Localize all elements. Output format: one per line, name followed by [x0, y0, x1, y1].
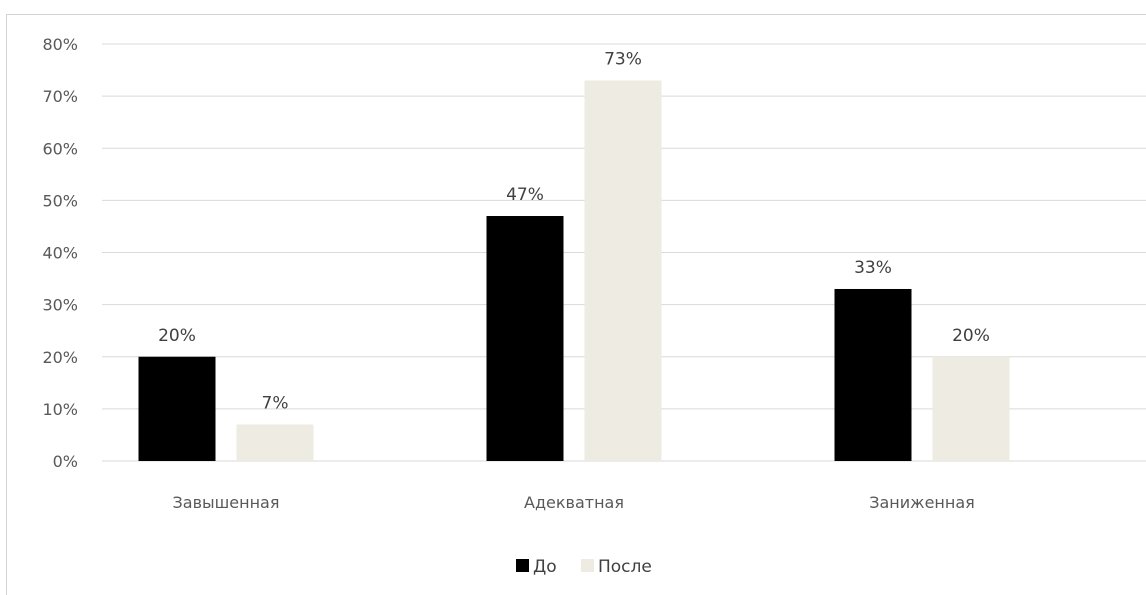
legend-swatch — [516, 559, 529, 572]
data-labels: 20% 7% 47% 73% 33% 20% — [158, 49, 990, 413]
y-tick-label: 20% — [42, 348, 78, 367]
data-label: 33% — [854, 258, 892, 278]
legend-swatch — [581, 559, 594, 572]
chart-frame — [6, 14, 1146, 595]
y-tick-label: 0% — [53, 452, 78, 471]
legend-item-after: После — [581, 557, 652, 577]
data-label: 47% — [506, 185, 544, 205]
legend-label: До — [533, 557, 557, 577]
legend: До После — [516, 557, 652, 577]
bar-after-0 — [236, 424, 314, 461]
data-label: 7% — [262, 394, 289, 414]
data-label: 20% — [952, 326, 990, 346]
bar-after-2 — [932, 356, 1010, 461]
x-axis-category-labels: Завышенная Адекватная Заниженная — [173, 493, 975, 512]
category-label: Завышенная — [173, 493, 280, 512]
y-tick-label: 30% — [42, 296, 78, 315]
category-label: Заниженная — [869, 493, 975, 512]
category-label: Адекватная — [524, 493, 624, 512]
y-tick-label: 70% — [42, 87, 78, 106]
legend-item-before: До — [516, 557, 557, 577]
y-tick-label: 10% — [42, 400, 78, 419]
bar-before-0 — [138, 356, 216, 461]
bar-after-1 — [584, 80, 662, 462]
y-tick-label: 60% — [42, 139, 78, 158]
data-label: 20% — [158, 326, 196, 346]
y-axis-tick-labels: 0% 10% 20% 30% 40% 50% 60% 70% 80% — [42, 35, 78, 471]
y-tick-label: 80% — [42, 35, 78, 54]
bar-before-1 — [486, 216, 564, 461]
data-label: 73% — [604, 49, 642, 69]
y-tick-label: 50% — [42, 191, 78, 210]
legend-label: После — [598, 557, 652, 577]
bar-before-2 — [834, 288, 912, 461]
y-tick-label: 40% — [42, 244, 78, 263]
bars — [138, 80, 1010, 462]
